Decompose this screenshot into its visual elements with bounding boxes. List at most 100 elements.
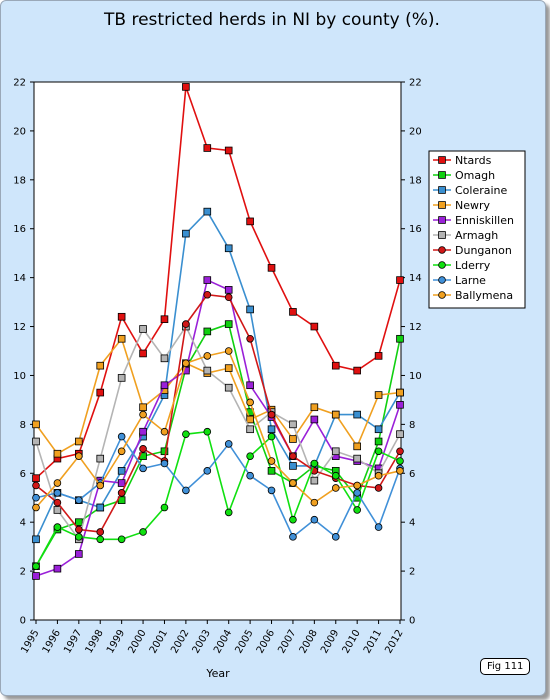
data-point (182, 83, 190, 91)
legend-marker (438, 156, 446, 164)
data-point (117, 374, 126, 382)
data-point (289, 462, 297, 470)
data-point (353, 506, 361, 514)
data-point (160, 459, 169, 468)
series-lderry (32, 427, 404, 570)
legend-label: Ntards (455, 154, 492, 167)
data-point (117, 312, 126, 321)
data-point (182, 366, 190, 375)
data-point (289, 533, 297, 541)
y-tick-label-left: 0 (20, 616, 26, 627)
data-point (32, 572, 40, 580)
data-point (117, 467, 126, 475)
data-point (117, 334, 126, 343)
data-point (75, 533, 83, 541)
legend-item: Ballymena (433, 289, 513, 302)
data-point (267, 410, 276, 419)
data-point (53, 479, 62, 487)
data-point (139, 410, 147, 419)
data-point (289, 420, 297, 429)
data-point (374, 391, 383, 399)
data-point (353, 489, 361, 497)
data-point (374, 425, 383, 434)
legend-marker (438, 246, 446, 254)
data-point (75, 550, 83, 558)
data-point (396, 276, 404, 284)
data-point (139, 325, 147, 333)
data-point (224, 508, 233, 517)
data-point (182, 359, 190, 368)
data-point (310, 476, 319, 485)
data-point (246, 398, 254, 407)
data-point (246, 425, 254, 434)
data-point (160, 354, 169, 363)
x-tick-label: 2004 (212, 628, 234, 656)
data-point (32, 474, 40, 482)
data-point (203, 366, 212, 375)
data-point (331, 484, 340, 492)
data-point (396, 447, 404, 456)
x-tick-label: 2012 (383, 628, 405, 656)
y-tick-label-right: 22 (409, 78, 422, 89)
data-point (160, 447, 169, 456)
x-tick-label: 1999 (105, 628, 127, 656)
series-newry (32, 334, 404, 458)
data-point (246, 334, 254, 343)
data-point (96, 481, 105, 490)
y-tick-label-left: 8 (20, 420, 26, 431)
data-point (353, 366, 361, 375)
chart-title: TB restricted herds in NI by county (%). (104, 10, 440, 30)
y-tick-label-left: 14 (13, 273, 26, 284)
data-point (374, 471, 383, 480)
data-point (396, 430, 404, 438)
legend-marker (438, 186, 446, 194)
data-point (246, 217, 254, 226)
data-point (160, 427, 169, 436)
data-point (160, 381, 169, 390)
data-point (96, 388, 105, 397)
data-point (246, 471, 254, 480)
y-tick-label-left: 2 (20, 567, 26, 578)
data-point (224, 320, 233, 328)
data-point (267, 457, 276, 465)
data-point (353, 481, 361, 490)
data-point (96, 454, 105, 463)
y-tick-label-right: 6 (409, 469, 415, 480)
y-tick-label-left: 22 (13, 78, 26, 89)
data-point (224, 364, 233, 372)
x-tick-label: 2011 (362, 628, 384, 656)
x-tick-label: 1997 (62, 628, 84, 656)
legend: Ntards Omagh Coleraine Newry Enniskillen Arma… (428, 150, 526, 309)
y-tick-label-right: 10 (409, 371, 422, 382)
y-tick-label-left: 16 (13, 224, 26, 235)
data-point (96, 535, 105, 544)
data-point (53, 449, 62, 458)
legend-item: Lderry (433, 259, 491, 272)
data-point (75, 525, 83, 534)
legend-marker (438, 291, 446, 299)
y-tick-label-right: 2 (409, 567, 415, 578)
data-point (75, 452, 83, 460)
data-point (53, 498, 62, 507)
data-point (289, 435, 297, 443)
x-tick-label: 2005 (233, 628, 255, 656)
legend-marker (438, 201, 446, 209)
y-tick-label-right: 8 (409, 420, 415, 431)
data-point (75, 437, 83, 446)
data-point (224, 440, 233, 448)
legend-marker (438, 231, 446, 239)
data-point (182, 229, 190, 238)
data-point (139, 464, 147, 473)
y-tick-label-left: 20 (13, 126, 26, 137)
legend-marker (438, 261, 446, 269)
legend-item: Armagh (433, 229, 498, 242)
data-point (353, 442, 361, 451)
data-point (53, 489, 62, 497)
data-point (96, 503, 105, 512)
data-point (310, 415, 319, 424)
data-point (353, 410, 361, 419)
data-point (203, 427, 212, 436)
data-point (203, 327, 212, 336)
data-point (32, 437, 40, 446)
y-tick-label-left: 10 (13, 371, 26, 382)
